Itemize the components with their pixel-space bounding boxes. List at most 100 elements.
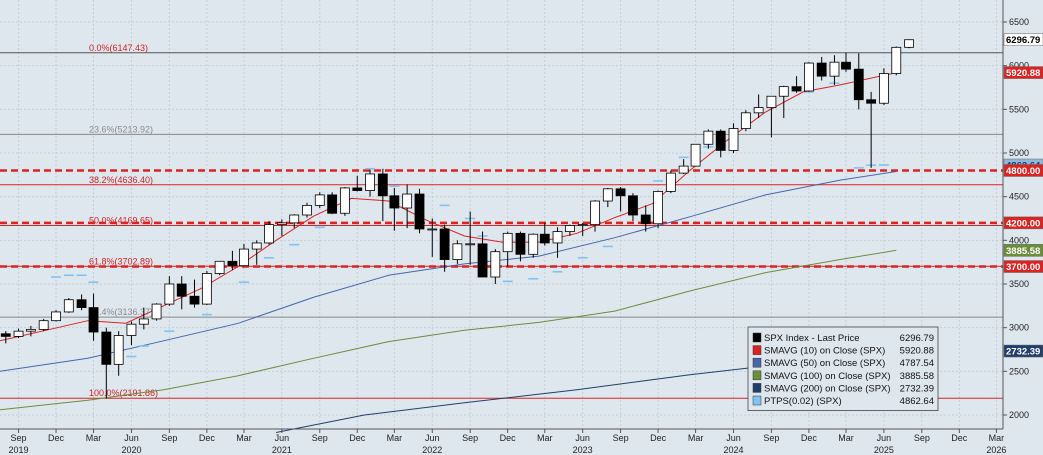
x-tick-label: Sep: [312, 433, 328, 443]
sma50-line: [0, 171, 897, 372]
price-badge: 4800.00: [1003, 164, 1043, 177]
y-tick-label: 3000: [1009, 323, 1029, 333]
candle-body: [138, 318, 149, 325]
candle: [565, 224, 575, 236]
legend-entry: SMAVG (10) on Close (SPX) 5920.88: [752, 345, 934, 357]
candle-body: [490, 251, 501, 278]
legend-entry: PTPS(0.02) (SPX) 4862.64: [752, 395, 934, 407]
y-tick-label: 5000: [1009, 148, 1029, 158]
x-tick-label: Mar: [537, 433, 553, 443]
candle-body: [552, 231, 563, 244]
x-tick-label: Jun: [877, 433, 892, 443]
x-tick-label: Mar: [236, 433, 252, 443]
candle: [302, 202, 312, 218]
candle-body: [465, 243, 476, 246]
legend-entry: SMAVG (200) on Close (SPX) 2732.39: [752, 383, 934, 394]
candle: [590, 200, 600, 232]
candle-body: [289, 214, 300, 224]
x-year-label: 2021: [272, 445, 292, 455]
price-badge: 4200.00: [1003, 216, 1043, 229]
sma50-series: [0, 171, 897, 372]
candle: [276, 219, 287, 236]
legend-name: SMAVG (200) on Close (SPX): [764, 383, 891, 394]
candle-body: [653, 191, 663, 225]
candle-body: [101, 331, 112, 365]
price-badge-box: [1003, 164, 1043, 177]
candle: [703, 129, 714, 149]
candle: [26, 325, 36, 337]
candle-body: [515, 232, 526, 255]
x-tick-label: Jun: [275, 433, 290, 443]
x-tick-label: Dec: [48, 433, 65, 443]
candle: [552, 227, 563, 258]
candle: [327, 192, 338, 215]
candle-body: [904, 39, 914, 48]
x-tick-label: Sep: [161, 433, 177, 443]
candle: [577, 222, 588, 236]
price-badge-label: 3700.00: [1006, 262, 1040, 273]
candle: [816, 56, 827, 81]
y-tick-label: 5500: [1009, 104, 1029, 114]
y-tick-label: 4500: [1009, 192, 1029, 202]
candle-body: [690, 143, 701, 167]
price-badge-box: [1003, 66, 1043, 79]
legend-swatch: [752, 332, 762, 343]
candle: [63, 297, 74, 313]
price-badge-label: 5920.88: [1006, 68, 1040, 79]
x-tick-label: Sep: [462, 433, 478, 443]
x-tick-label: Mar: [989, 433, 1005, 443]
candle-body: [88, 307, 99, 333]
price-badge: 6296.79: [1003, 33, 1043, 46]
legend-entry: SMAVG (100) on Close (SPX) 3885.58: [752, 370, 934, 382]
legend-value: 2732.39: [900, 383, 934, 394]
sma100-series: [0, 249, 897, 411]
price-badge-box: [1003, 260, 1043, 273]
candle: [38, 318, 49, 332]
candle-body: [352, 187, 363, 191]
candle: [264, 221, 274, 245]
candle-body: [565, 225, 575, 232]
candle-body: [577, 224, 588, 227]
legend-box: [747, 326, 939, 411]
candle: [289, 214, 300, 229]
candle-body: [189, 295, 200, 305]
price-badge-label: 3885.58: [1006, 246, 1040, 257]
candle: [490, 249, 501, 284]
legend-entry: SPX Index - Last Price 6296.79: [752, 332, 934, 344]
candle-body: [113, 335, 124, 365]
candle-body: [665, 172, 676, 192]
candle: [753, 94, 764, 119]
x-year-label: 2025: [874, 445, 894, 455]
candle: [740, 110, 751, 132]
candle-body: [302, 204, 312, 216]
x-year-label: 2019: [9, 445, 29, 455]
candle-body: [615, 188, 626, 197]
price-badge-box: [1003, 344, 1043, 358]
legend-value: 3885.58: [900, 371, 934, 382]
candle-body: [753, 107, 764, 114]
price-badges: 6296.795920.884862.644800.004200.003885.…: [1003, 33, 1043, 358]
candle-body: [628, 195, 638, 216]
candle-body: [51, 311, 61, 322]
fibonacci-levels: 0.0%(6147.43) 23.6%(5213.92) 38.2%(4636.40…: [0, 43, 1003, 399]
candle-body: [327, 194, 338, 214]
dashed-support-levels: [0, 169, 1003, 268]
legend-value: 5920.88: [900, 346, 934, 357]
x-tick-label: Sep: [613, 433, 629, 443]
x-tick-label: Dec: [650, 433, 667, 443]
fib-label: 50.0%(4169.65): [89, 216, 153, 226]
candle-body: [703, 130, 714, 145]
candle: [227, 250, 238, 271]
x-tick-label: Jun: [575, 433, 590, 443]
candle-body: [728, 128, 739, 151]
x-year-label: 2024: [723, 445, 743, 455]
candle-body: [314, 194, 325, 206]
candle: [402, 184, 413, 229]
candle-body: [164, 283, 175, 305]
candle-body: [414, 193, 425, 230]
candle: [377, 168, 388, 222]
candle: [365, 169, 375, 197]
candle: [602, 187, 613, 208]
candle: [477, 231, 488, 278]
y-tick-label: 3500: [1009, 279, 1029, 289]
